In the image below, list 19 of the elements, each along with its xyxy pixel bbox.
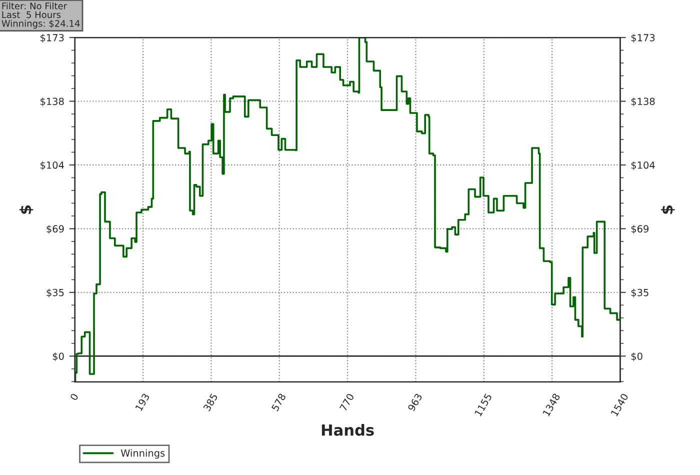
x-tick-label: 0 <box>70 392 79 401</box>
y2-tick-label: $0 <box>631 352 642 362</box>
y-tick-label: $69 <box>46 224 64 234</box>
legend-label: Winnings <box>120 449 165 459</box>
y-tick-label: $0 <box>52 352 64 362</box>
y2-tick-label: $173 <box>631 34 655 43</box>
y2-axis-title: $ <box>660 205 675 214</box>
y-axis-title: $ <box>19 205 34 214</box>
x-tick-label: 770 <box>339 392 354 412</box>
y-tick-label: $173 <box>40 34 64 43</box>
x-axis-title: Hands <box>322 424 374 436</box>
y-tick-label: $104 <box>40 161 64 170</box>
y2-tick-label: $69 <box>631 224 648 234</box>
y2-tick-label: $35 <box>631 288 648 298</box>
y-tick-label: $35 <box>46 288 64 298</box>
y-tick-label: $138 <box>40 98 64 106</box>
y2-tick-label: $138 <box>631 98 655 106</box>
y2-tick-label: $104 <box>631 161 655 170</box>
text: Filter: No Filter Last 5 Hours Winnings: $24.14 <box>2 2 80 29</box>
